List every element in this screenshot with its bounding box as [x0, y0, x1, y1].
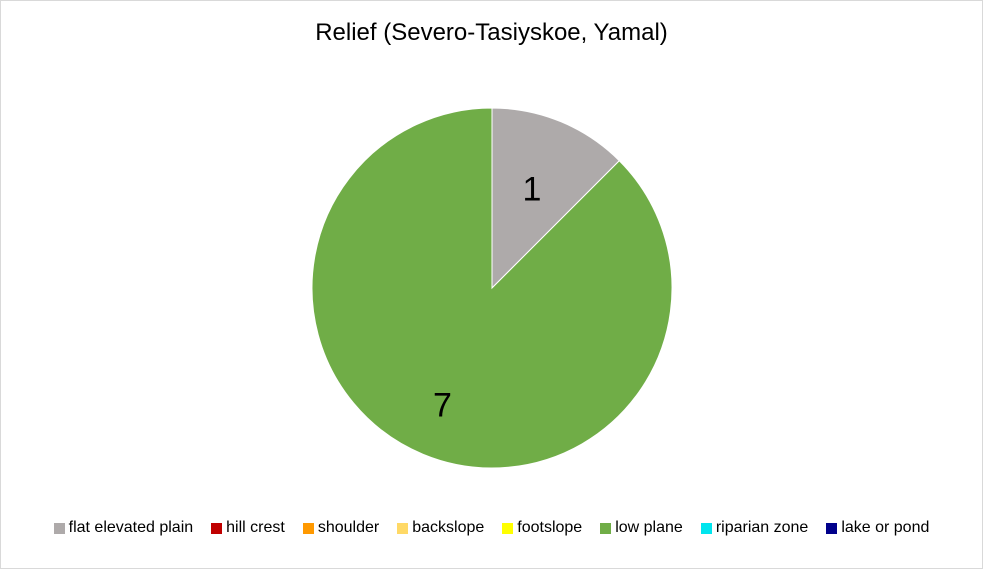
legend-label: riparian zone: [715, 519, 809, 536]
legend-item: footslope: [502, 519, 582, 537]
legend-item: shoulder: [302, 519, 380, 537]
legend-label: lake or pond: [841, 519, 930, 536]
legend-swatch: [600, 522, 612, 534]
legend-item: backslope: [397, 519, 484, 537]
legend-item: lake or pond: [826, 519, 929, 537]
legend-item: hill crest: [211, 519, 285, 537]
pie-slice-low-plane: [311, 107, 673, 469]
legend-swatch: [53, 522, 65, 534]
legend-item: flat elevated plain: [53, 519, 194, 537]
legend-swatch: [700, 522, 712, 534]
data-label-low-plane: 7: [433, 387, 452, 425]
legend-label: hill crest: [226, 519, 285, 536]
chart-title: Relief (Severo-Tasiyskoe, Yamal): [315, 19, 668, 46]
legend-label: footslope: [517, 519, 583, 536]
pie-slice-flat-elevated-plain: [491, 107, 620, 290]
legend-swatch: [211, 522, 223, 534]
data-label-flat-elevated-plain: 1: [522, 171, 541, 209]
legend-label: flat elevated plain: [68, 519, 194, 536]
legend-swatch: [826, 522, 838, 534]
legend-label: backslope: [412, 519, 485, 536]
legend-label: shoulder: [317, 519, 380, 536]
legend: flat elevated plain hill crest shoulder bac…: [1, 519, 982, 537]
legend-swatch: [397, 522, 409, 534]
legend-item: riparian zone: [700, 519, 809, 537]
legend-swatch: [302, 522, 314, 534]
legend-swatch: [502, 522, 514, 534]
legend-label: low plane: [615, 519, 683, 536]
legend-item: low plane: [600, 519, 683, 537]
